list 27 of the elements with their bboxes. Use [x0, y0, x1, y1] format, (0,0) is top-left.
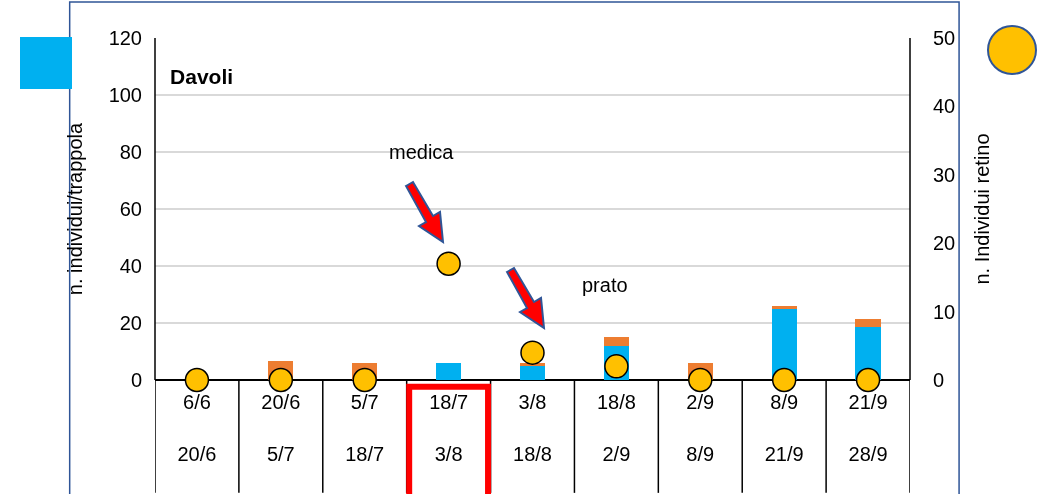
- y2-tick-label: 50: [933, 27, 956, 49]
- category-label: 20/6 5/7: [261, 391, 301, 465]
- y2-tick-label: 10: [933, 300, 956, 323]
- y-tick-label: 100: [108, 84, 142, 106]
- category-label: 5/7 18/7: [345, 391, 385, 465]
- category-label: 8/9 21/9: [764, 391, 804, 465]
- annotation: prato: [582, 274, 628, 296]
- category-label: 18/7 3/8: [429, 391, 469, 465]
- y-tick-label: 40: [119, 255, 142, 277]
- category-label: 6/6 20/6: [177, 391, 217, 465]
- annotation: medica: [389, 141, 455, 163]
- text: Davoli: [170, 64, 234, 88]
- y-tick-label: 20: [119, 312, 142, 334]
- y-tick-label: 60: [119, 198, 142, 220]
- y2-tick-label: 30: [933, 163, 956, 186]
- y2-tick-label: 40: [933, 95, 956, 118]
- y2-tick-label: 20: [933, 232, 956, 255]
- y-tick-label: 0: [130, 369, 142, 391]
- y2-axis-title: n. Individui retino: [970, 133, 993, 285]
- y-tick-label: 120: [108, 27, 142, 49]
- category-label: 18/8 2/9: [596, 391, 636, 465]
- category-label: 2/9 8/9: [686, 391, 715, 465]
- y-tick-label: 80: [119, 141, 142, 163]
- y2-tick-label: 0: [933, 369, 945, 391]
- y-axis-title: n. individui/trappola: [64, 121, 87, 296]
- category-label: 21/9 28/9: [848, 391, 888, 465]
- category-label: 3/8 18/8: [513, 391, 552, 465]
